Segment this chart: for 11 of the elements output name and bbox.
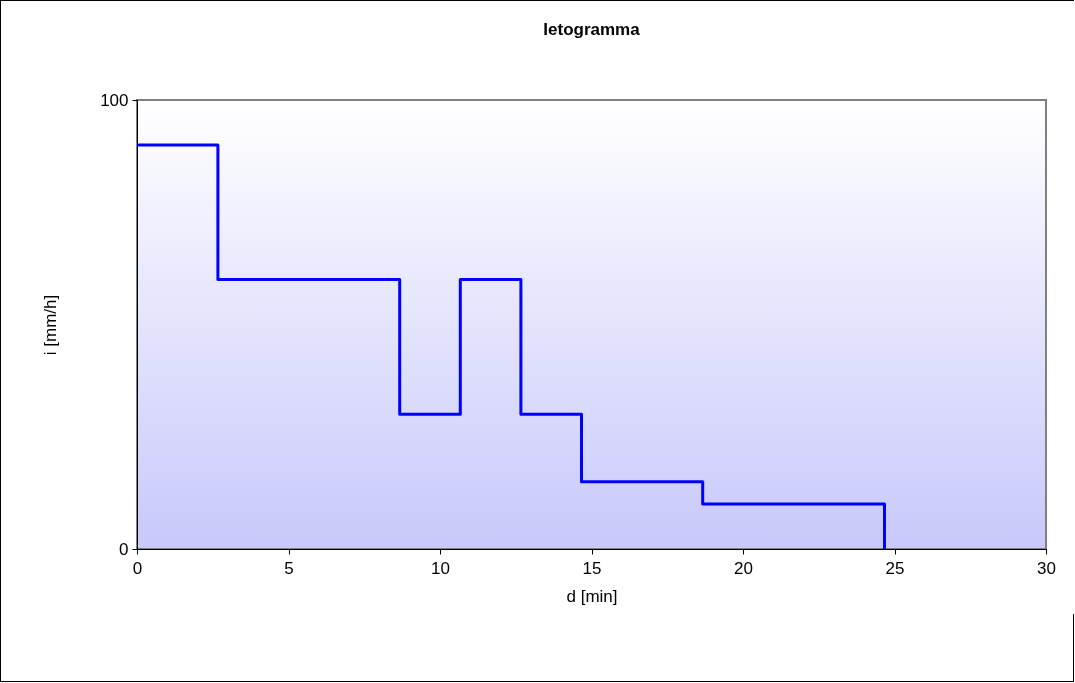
x-axis-title: d [min] [566,586,618,606]
x-tick-label: 15 [582,558,602,578]
chart-title: Ietogramma [543,20,641,39]
x-tick-label: 10 [431,558,450,578]
x-tick-label: 25 [885,558,905,578]
x-tick-label: 5 [284,558,294,578]
y-axis-title: i [mm/h] [41,294,61,356]
y-tick-label: 100 [100,90,129,110]
x-tick-label: 30 [1037,558,1056,578]
x-tick-label: 0 [132,558,143,578]
x-tick-label: 20 [734,558,753,578]
